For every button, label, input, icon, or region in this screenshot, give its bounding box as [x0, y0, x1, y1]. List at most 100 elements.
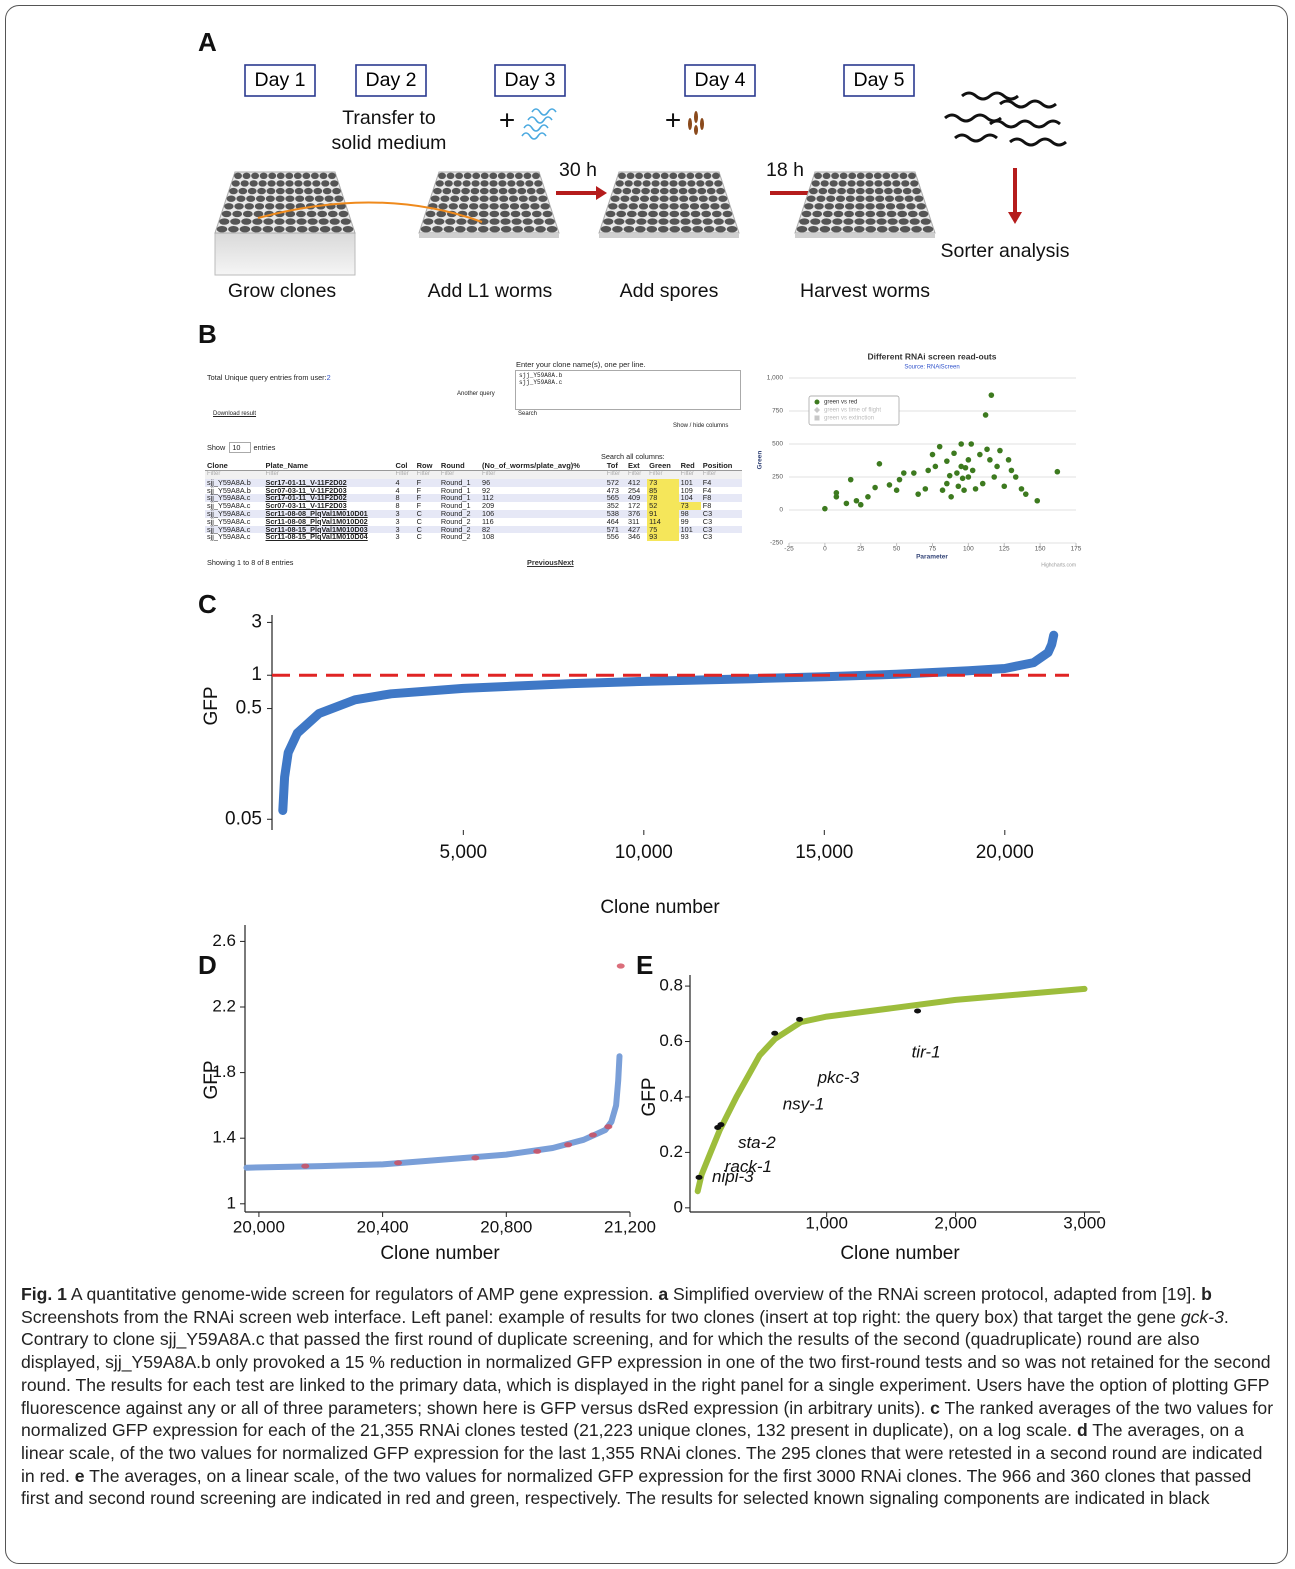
well [658, 210, 669, 218]
well [618, 203, 628, 210]
well [916, 203, 926, 210]
well [234, 172, 242, 180]
well [256, 195, 266, 202]
query-box[interactable]: sjj_Y59A8A.b sjj_Y59A8A.c [515, 370, 741, 410]
table-cell: 75 [647, 525, 679, 534]
well [637, 210, 648, 218]
x-tick-label: 10,000 [615, 842, 673, 863]
well [461, 187, 470, 195]
well [470, 187, 480, 195]
well [701, 210, 712, 218]
table-cell: 4 [393, 478, 415, 487]
y-tick-label: 1.8 [212, 1062, 236, 1081]
transfer-path [257, 201, 483, 223]
well [700, 203, 710, 210]
well [818, 187, 828, 195]
y-tick-label: 0.8 [659, 976, 683, 995]
table-cell: 346 [627, 532, 641, 542]
well [331, 225, 342, 233]
well [615, 180, 624, 187]
well [479, 187, 489, 195]
well [434, 218, 445, 225]
x-tick-label: 100 [963, 546, 974, 553]
well [718, 195, 728, 202]
previous-button[interactable]: Previous [527, 558, 558, 567]
well [824, 203, 834, 210]
well [888, 225, 899, 233]
caption: Fig. 1 A quantitative genome-wide screen… [21, 1283, 1279, 1510]
well [844, 203, 855, 210]
table-cell: Round_2 [438, 525, 481, 534]
next-button[interactable]: Next [557, 558, 574, 567]
well [275, 195, 285, 202]
table-cell: Scr17-01-11_V-11F2D02 [263, 494, 394, 503]
show-hide-columns[interactable]: Show / hide columns [673, 423, 729, 429]
filter-cell: Filter [647, 470, 679, 479]
point [872, 484, 878, 491]
well [265, 195, 275, 202]
column-header: Plate_Name [263, 461, 394, 471]
pager: PreviousNext [527, 558, 574, 567]
well [432, 225, 443, 233]
point [962, 464, 969, 471]
well [814, 172, 822, 180]
table-cell: 8 [395, 501, 400, 511]
well [608, 203, 618, 210]
well [836, 195, 846, 202]
y-axis-label: GFP [639, 1077, 660, 1116]
search-button[interactable]: Search [518, 411, 538, 417]
table-cell: 112 [480, 494, 605, 503]
x-tick-label: 5,000 [440, 842, 488, 863]
well [897, 210, 908, 218]
chart-title: Different RNAi screen read-outs [868, 351, 997, 361]
well [696, 180, 705, 187]
well [628, 203, 638, 210]
well [640, 195, 650, 202]
well [230, 218, 241, 225]
table-cell: 116 [482, 516, 494, 526]
point [969, 467, 976, 474]
well [306, 210, 317, 218]
well [296, 225, 308, 233]
interval: 30 h [559, 159, 597, 181]
well [710, 203, 720, 210]
well [489, 225, 501, 233]
table-cell: 571 [604, 525, 626, 534]
table-cell: Scr07-03-11_V-11F2D03 [265, 501, 347, 511]
query-line: sjj_Y59A8A.c [519, 379, 563, 386]
plus: + [499, 104, 515, 135]
point [604, 1124, 613, 1130]
table-cell: 73 [678, 502, 701, 510]
well [686, 172, 695, 180]
well [499, 195, 509, 202]
well [420, 225, 432, 233]
table-row: sjj_Y59A8A.c Scr11-08-15_PlqVal1M010D04 3 C… [205, 532, 742, 542]
well [705, 180, 714, 187]
well [500, 225, 512, 233]
table-cell: Scr11-08-08_PlqVal1M010D01 [263, 510, 394, 518]
table-cell: 572 [604, 478, 626, 487]
point [991, 474, 998, 480]
day-label: Day 3 [505, 69, 556, 91]
well [612, 225, 623, 233]
well [635, 225, 646, 233]
plus: + [665, 104, 681, 135]
another-query[interactable]: Another query [457, 391, 495, 397]
well [318, 218, 329, 225]
point [932, 463, 939, 470]
well [906, 203, 916, 210]
download-link[interactable]: Download result [213, 411, 257, 417]
well [669, 195, 679, 202]
day-label: Day 4 [695, 69, 746, 91]
column-header: Position [700, 461, 742, 471]
well [918, 210, 929, 218]
well [500, 218, 511, 225]
x-tick-label: 21,200 [604, 1217, 656, 1236]
total-value: 2 [326, 373, 331, 382]
caption-run: a [658, 1284, 669, 1304]
well [821, 218, 832, 225]
well [914, 195, 924, 202]
table-cell: Scr11-08-08_PlqVal1M010D02 [265, 516, 368, 526]
show-count[interactable]: 10 [229, 442, 252, 453]
